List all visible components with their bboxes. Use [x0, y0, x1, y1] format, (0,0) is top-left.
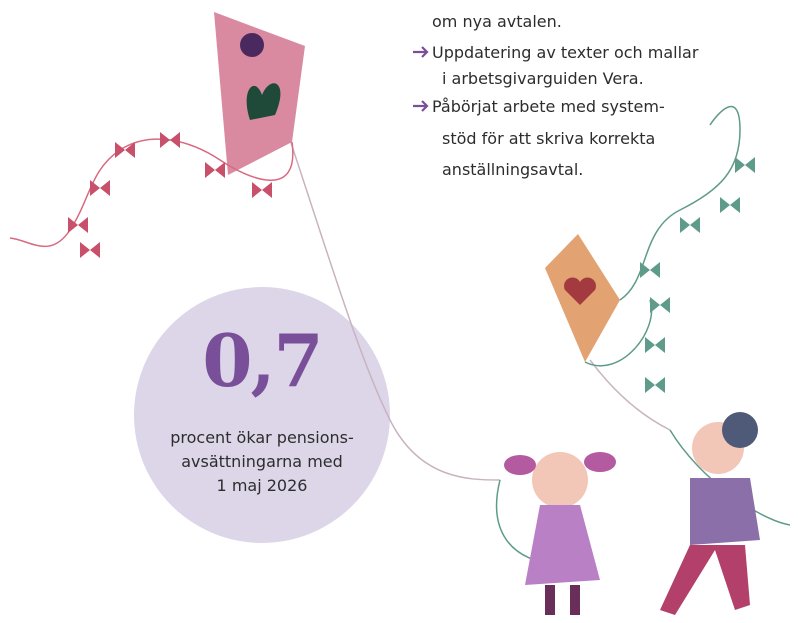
arrow-icons: [413, 46, 429, 112]
fact-caption: avsättningarna med: [181, 452, 343, 471]
kite-tail: [9, 138, 294, 248]
bows: [68, 132, 272, 258]
list-item-line: i arbetsgivarguiden Vera.: [442, 69, 644, 88]
boy-sweater: [690, 478, 760, 545]
boy-cap: [722, 412, 758, 448]
girl-hair: [584, 452, 616, 472]
girl-leg: [545, 585, 555, 615]
bows: [640, 157, 755, 393]
fact-number: 0,7: [202, 318, 323, 403]
kite-leaf: [246, 83, 281, 120]
list-item-line: anställningsavtal.: [442, 160, 584, 179]
list-lead: om nya avtalen.: [432, 12, 562, 31]
list-item-line: Påbörjat arbete med system-: [432, 97, 665, 116]
kite-heart: [564, 277, 596, 305]
kite-tail: [619, 105, 741, 301]
fact-circle: [134, 287, 390, 543]
fact-caption: procent ökar pensions-: [170, 428, 354, 447]
fact-caption: 1 maj 2026: [216, 476, 308, 495]
list-item-line: stöd för att skriva korrekta: [442, 129, 656, 148]
list-item-line: Uppdatering av texter och mallar: [432, 43, 699, 62]
kite-tulip: [240, 33, 264, 57]
boy-pants: [660, 545, 750, 615]
girl-head: [532, 452, 588, 508]
girl-dress: [525, 505, 600, 585]
girl-leg: [570, 585, 580, 615]
kite-string: [589, 359, 671, 431]
girl-hair: [504, 455, 536, 475]
kite-string: [289, 139, 501, 481]
